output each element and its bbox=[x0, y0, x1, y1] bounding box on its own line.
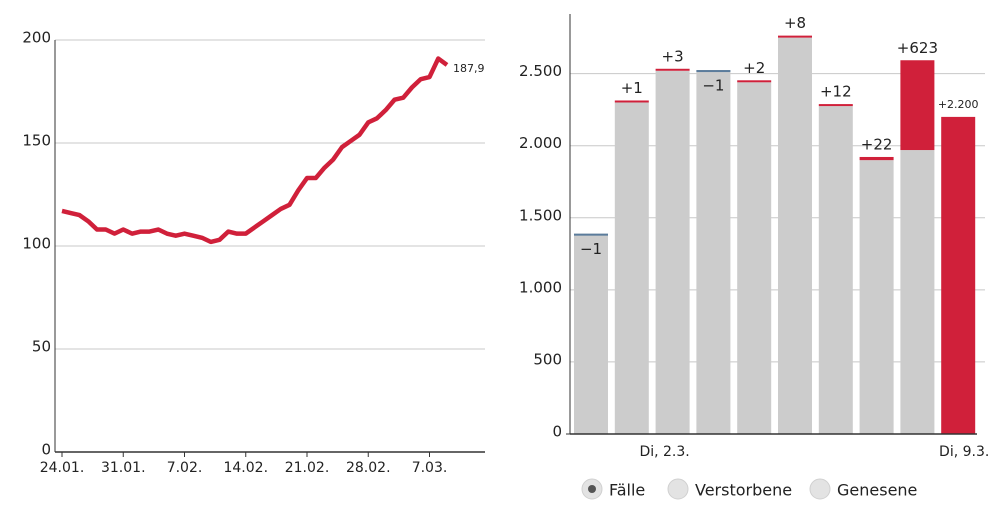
y-tick-label: 500 bbox=[533, 350, 562, 368]
bar-segment bbox=[818, 104, 853, 107]
x-tick-label: 24.01. bbox=[40, 460, 85, 476]
legend-label[interactable]: Fälle bbox=[609, 481, 645, 500]
bar-segment bbox=[614, 100, 649, 103]
x-tick-label: 14.02. bbox=[223, 460, 268, 476]
y-tick-label: 1.500 bbox=[519, 206, 562, 224]
bar-segment bbox=[614, 102, 649, 434]
bar-segment bbox=[941, 116, 976, 435]
bar-segment bbox=[778, 37, 812, 434]
value-label: +8 bbox=[784, 14, 806, 32]
x-tick-label: 21.02. bbox=[285, 460, 330, 476]
y-tick-label: 100 bbox=[22, 235, 51, 253]
legend-radio[interactable] bbox=[809, 478, 831, 500]
x-tick-label: Di, 9.3. bbox=[939, 444, 989, 460]
value-label: +3 bbox=[662, 47, 684, 65]
value-label: +2 bbox=[743, 59, 765, 77]
legend-label[interactable]: Verstorbene bbox=[695, 481, 792, 500]
bar-segment bbox=[655, 68, 690, 71]
data-line bbox=[61, 56, 449, 245]
value-label: −1 bbox=[702, 77, 724, 95]
value-label: 187,9 bbox=[453, 62, 485, 75]
x-tick-label: 7.02. bbox=[167, 460, 203, 476]
bar-segment bbox=[818, 106, 853, 434]
y-tick-label: 2.500 bbox=[519, 62, 562, 80]
value-label: +2.200 bbox=[938, 98, 979, 111]
value-label: +623 bbox=[897, 39, 938, 57]
value-label: +22 bbox=[861, 135, 893, 153]
bar-segment bbox=[778, 35, 812, 38]
y-tick-label: 150 bbox=[22, 132, 51, 150]
y-tick-label: 1.000 bbox=[519, 278, 562, 296]
legend-radio-dot bbox=[588, 485, 596, 493]
x-tick-label: Di, 2.3. bbox=[639, 444, 689, 460]
value-label: +12 bbox=[820, 83, 852, 101]
legend-label[interactable]: Genesene bbox=[837, 481, 917, 500]
bar-segment bbox=[655, 70, 690, 435]
value-label: −1 bbox=[580, 240, 602, 258]
bar-segment bbox=[859, 156, 894, 161]
bar-segment bbox=[574, 233, 608, 236]
y-tick-label: 200 bbox=[22, 29, 51, 47]
x-tick-label: 31.01. bbox=[101, 460, 146, 476]
bar-segment bbox=[696, 70, 731, 73]
x-tick-label: 7.03. bbox=[412, 460, 448, 476]
bar-segment bbox=[737, 80, 772, 83]
y-tick-label: 0 bbox=[552, 423, 562, 441]
y-tick-label: 2.000 bbox=[519, 134, 562, 152]
bar-segment bbox=[696, 70, 731, 434]
bar-segment bbox=[737, 82, 772, 434]
value-label: +1 bbox=[621, 79, 643, 97]
y-tick-label: 50 bbox=[32, 338, 51, 356]
x-tick-label: 28.02. bbox=[346, 460, 391, 476]
bar-segment bbox=[859, 160, 894, 434]
bar-segment bbox=[574, 233, 608, 434]
legend-radio[interactable] bbox=[667, 478, 689, 500]
y-tick-label: 0 bbox=[41, 441, 51, 459]
bar-segment bbox=[900, 150, 935, 434]
bar-segment bbox=[900, 60, 935, 151]
